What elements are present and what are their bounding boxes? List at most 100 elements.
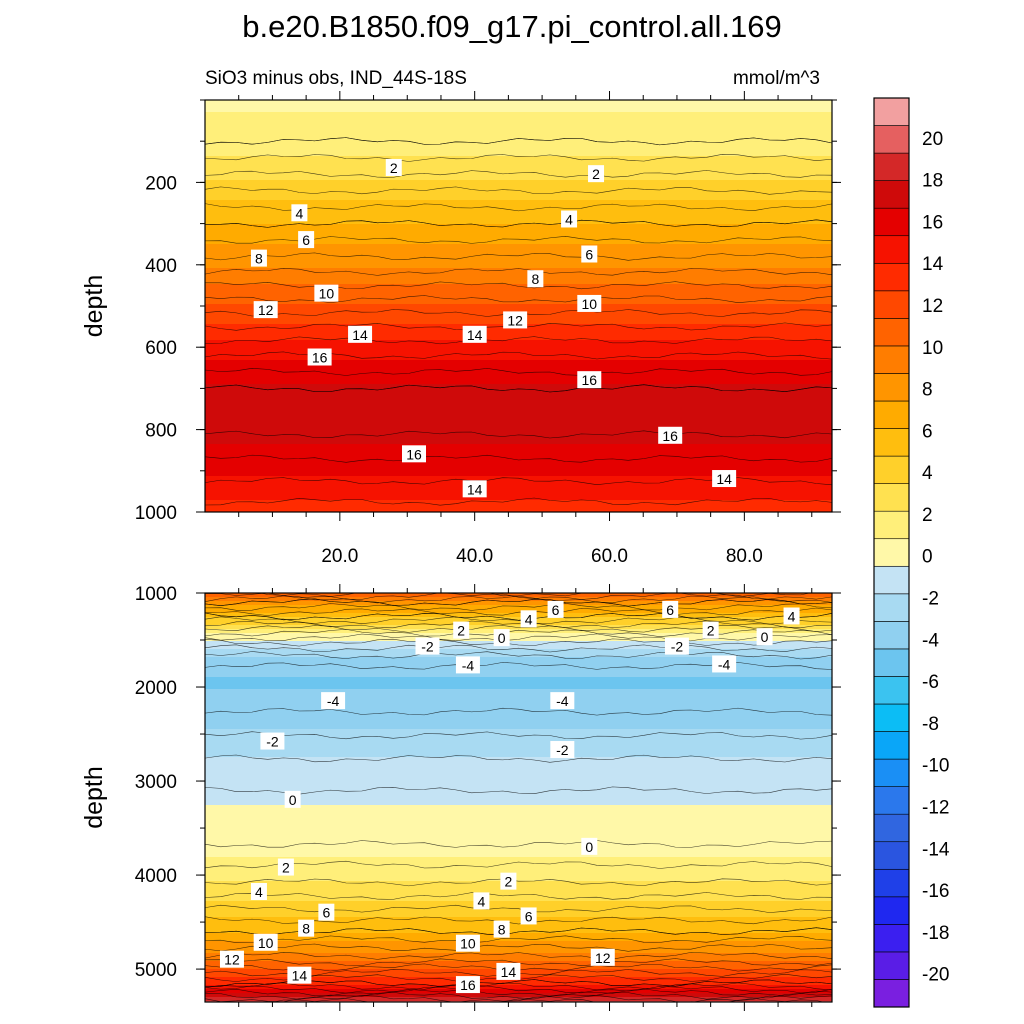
- contour-band: [205, 396, 832, 401]
- contour-band: [205, 697, 832, 702]
- contour-line: [205, 878, 832, 887]
- contour-label: 14: [496, 962, 521, 980]
- y-tick-label: 4000: [135, 866, 177, 887]
- contour-band: [205, 444, 832, 449]
- contour-band: [205, 829, 832, 834]
- colorbar-swatch: [873, 373, 910, 402]
- contour-line: [205, 988, 832, 997]
- contour-band: [205, 841, 832, 846]
- contour-band: [205, 641, 832, 646]
- colorbar-label: -8: [922, 714, 939, 735]
- contour-label-box: [250, 249, 267, 267]
- colorbar-label: 4: [922, 463, 933, 484]
- contour-label-text: -4: [462, 657, 475, 673]
- contour-label-box: [527, 270, 544, 288]
- contour-band: [205, 685, 832, 690]
- contour-label-box: [547, 600, 564, 618]
- contour-band: [205, 777, 832, 782]
- contour-band: [205, 837, 832, 842]
- contour-label-text: -4: [556, 693, 569, 709]
- contour-band: [205, 276, 832, 281]
- contour-band: [205, 985, 832, 990]
- contour-band: [205, 917, 832, 922]
- contour-label-box: [321, 692, 346, 710]
- contour-label-text: 14: [467, 327, 483, 343]
- colorbar-frame: [873, 97, 910, 1008]
- contour-label: 4: [473, 892, 490, 910]
- contour-band: [205, 400, 832, 405]
- contour-label: 14: [462, 480, 487, 498]
- contour-label-text: 16: [582, 372, 598, 388]
- contour-band: [205, 428, 832, 433]
- contour-label: -2: [550, 741, 575, 759]
- contour-label-box: [588, 165, 605, 183]
- contour-label: 14: [712, 470, 737, 488]
- contour-line: [205, 786, 832, 795]
- contour-band: [205, 392, 832, 397]
- contour-band: [205, 164, 832, 169]
- colorbar-swatch: [873, 979, 910, 1008]
- contour-band: [205, 496, 832, 501]
- contour-label: 10: [314, 284, 339, 302]
- contour-band: [205, 693, 832, 698]
- contour-label-text: 6: [525, 908, 533, 924]
- y-tick-label: 600: [145, 338, 177, 359]
- contour-band: [205, 492, 832, 497]
- contour-band: [205, 208, 832, 213]
- contour-label-text: 2: [282, 860, 290, 876]
- colorbar-swatch: [873, 648, 910, 677]
- x-tick-label: 20.0: [321, 546, 358, 567]
- contour-label-text: 14: [467, 481, 483, 497]
- contour-label-box: [712, 655, 737, 673]
- contour-band: [205, 356, 832, 361]
- colorbar-swatch: [873, 290, 910, 319]
- contour-band: [205, 212, 832, 217]
- contour-label: 16: [658, 426, 683, 444]
- contour-label-box: [503, 311, 528, 329]
- contour-label: 10: [455, 934, 480, 952]
- contour-band: [205, 677, 832, 682]
- contour-label: 12: [590, 948, 615, 966]
- colorbar-swatch: [873, 593, 910, 622]
- contour-band: [205, 705, 832, 710]
- colorbar-swatch: [873, 813, 910, 843]
- contour-label-text: 6: [552, 602, 560, 618]
- contour-band: [205, 352, 832, 357]
- contour-label-text: 16: [406, 446, 422, 462]
- contour-band: [205, 464, 832, 469]
- contour-band: [205, 408, 832, 413]
- contour-band: [205, 344, 832, 349]
- contour-label-box: [662, 600, 679, 618]
- contour-band: [205, 889, 832, 894]
- contour-line: [205, 281, 832, 290]
- contour-label-box: [712, 470, 737, 488]
- colorbar-swatch: [873, 510, 910, 540]
- contour-label-box: [500, 872, 517, 890]
- contour-line: [205, 368, 832, 376]
- contour-line: [205, 952, 832, 960]
- contour-label-box: [287, 966, 312, 984]
- contour-band: [205, 789, 832, 794]
- contour-label-box: [291, 204, 308, 222]
- contour-band: [205, 681, 832, 686]
- contour-band: [205, 244, 832, 249]
- contour-band: [205, 456, 832, 461]
- contour-band: [205, 593, 832, 598]
- contour-label: 8: [250, 249, 267, 267]
- contour-band: [205, 785, 832, 790]
- contour-band: [205, 821, 832, 826]
- contour-label-text: 8: [255, 251, 263, 267]
- contour-band: [205, 176, 832, 181]
- colorbar-swatch: [873, 345, 910, 374]
- contour-label: 14: [348, 325, 373, 343]
- colorbar-label: -10: [922, 756, 949, 777]
- contour-label-box: [462, 325, 487, 343]
- contour-line: [205, 638, 832, 647]
- contour-band: [205, 332, 832, 337]
- contour-label-text: 4: [565, 211, 573, 227]
- contour-line: [205, 603, 832, 611]
- y-axis-label: depth: [80, 275, 108, 338]
- colorbar-label: 2: [922, 505, 933, 526]
